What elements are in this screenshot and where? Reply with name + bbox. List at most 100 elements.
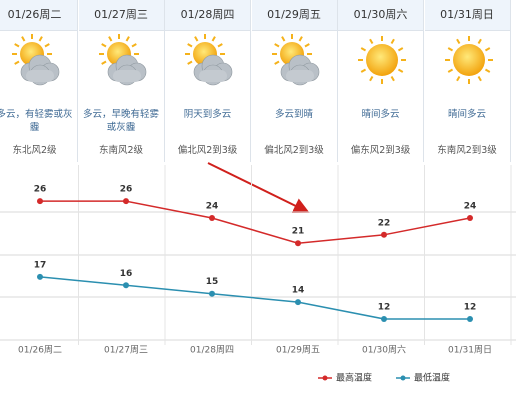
x-tick-label: 01/28周四 <box>190 345 234 356</box>
sun-ray <box>125 36 130 42</box>
sun-ray <box>390 75 395 82</box>
value-label: 16 <box>120 269 133 279</box>
cloud <box>199 70 227 82</box>
cloud <box>285 70 314 82</box>
day-card: 01/30周六晴间多云偏东风2到3级 <box>338 0 424 162</box>
sun-ray <box>217 43 223 48</box>
value-label: 17 <box>34 260 47 270</box>
x-tick-label: 01/26周二 <box>18 345 62 356</box>
sun-ray <box>303 43 310 48</box>
x-tick-label: 01/29周五 <box>276 345 320 356</box>
sun-ray <box>14 60 20 65</box>
sun-ray <box>477 38 482 45</box>
x-tick-label: 01/30周六 <box>362 344 406 356</box>
point <box>37 198 43 205</box>
legend-label: 最低温度 <box>414 372 450 384</box>
weather-icon <box>444 36 493 84</box>
value-label: 14 <box>292 286 305 296</box>
point <box>209 290 215 297</box>
value-label: 22 <box>378 218 391 228</box>
legend-marker <box>322 375 328 381</box>
weather-icon <box>358 36 406 84</box>
sun-ray <box>211 36 216 42</box>
line <box>39 276 470 320</box>
day-wind: 偏北风2到3级 <box>264 145 324 156</box>
sun-ray <box>369 75 374 82</box>
value-label: 21 <box>292 227 305 237</box>
point <box>209 214 215 221</box>
day-wind: 东南风2到3级 <box>437 145 497 156</box>
point <box>37 273 43 280</box>
sun-ray <box>298 36 303 42</box>
value-label: 26 <box>34 185 47 195</box>
point <box>123 282 129 289</box>
weather-icon <box>271 34 319 86</box>
sun-ray <box>107 36 112 42</box>
value-label: 12 <box>378 302 391 312</box>
day-desc: 阴天到多云 <box>183 109 232 120</box>
day-desc: 多云，早晚有轻雾或灰霾 <box>82 109 159 133</box>
point <box>123 198 129 205</box>
line <box>40 200 471 244</box>
sun-ray <box>273 60 280 65</box>
point <box>295 299 301 306</box>
sun <box>452 44 485 76</box>
day-desc: 多云，有轻雾或灰霾 <box>0 109 73 133</box>
sun-ray <box>38 36 43 42</box>
day-card: 01/26周二 多云，有轻雾或灰霾 东北风2级 <box>0 0 78 162</box>
sun-ray <box>484 68 490 73</box>
x-tick-label: 01/31周日 <box>448 345 492 356</box>
sun-ray <box>477 75 482 82</box>
point <box>467 315 473 322</box>
day-date: 01/30周六 <box>338 0 423 31</box>
point <box>295 240 301 247</box>
point <box>381 231 387 238</box>
sun-ray <box>14 43 20 48</box>
sun-ray <box>484 47 490 52</box>
x-tick-label: 01/27周三 <box>104 345 148 356</box>
weather-icon <box>185 34 233 86</box>
day-desc: 晴间多云 <box>361 109 400 120</box>
day-card: 01/29周五 多云到晴 偏北风2到3级 <box>251 0 338 162</box>
value-label: 12 <box>464 302 477 312</box>
sun-ray <box>187 43 193 48</box>
value-label: 26 <box>120 185 133 195</box>
weather-icon <box>12 34 60 86</box>
sun-ray <box>360 68 367 73</box>
cloud <box>26 70 54 82</box>
day-wind: 偏北风2到3级 <box>177 145 238 156</box>
sun-ray <box>194 36 199 42</box>
sun-ray <box>455 38 460 45</box>
sun-ray <box>369 38 374 45</box>
sun-ray <box>130 43 137 48</box>
sun-ray <box>447 47 453 52</box>
day-date: 01/29周五 <box>251 0 337 31</box>
value-label: 24 <box>206 201 219 211</box>
sun-ray <box>21 36 26 42</box>
sun-ray <box>187 60 193 65</box>
cloud <box>112 70 141 82</box>
sun-ray <box>100 60 107 65</box>
day-date: 01/28周四 <box>165 0 250 31</box>
day-date: 01/27周三 <box>78 0 164 31</box>
weather-icon <box>98 34 146 86</box>
sun-ray <box>360 47 367 52</box>
annotation-arrow <box>207 162 310 213</box>
day-date: 01/31周日 <box>424 0 510 31</box>
day-card: 01/28周四阴天到多云偏北风2到3级 <box>165 0 251 162</box>
day-wind: 东南风2级 <box>98 145 144 156</box>
sun <box>366 44 398 76</box>
point <box>381 315 387 322</box>
day-wind: 偏东风2到3级 <box>350 145 411 156</box>
value-label: 24 <box>464 201 477 211</box>
point <box>467 214 473 221</box>
sun-ray <box>273 43 280 48</box>
value-label: 15 <box>206 277 219 287</box>
sun-ray <box>44 43 50 48</box>
day-date: 01/26周二 <box>0 0 77 31</box>
legend-marker <box>400 375 406 381</box>
sun-ray <box>397 47 404 52</box>
sun-ray <box>390 38 395 45</box>
